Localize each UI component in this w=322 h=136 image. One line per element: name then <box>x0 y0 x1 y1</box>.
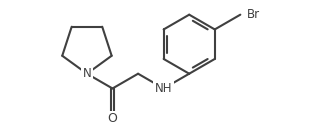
Text: NH: NH <box>155 82 172 95</box>
Text: N: N <box>82 67 91 80</box>
Text: O: O <box>108 112 118 126</box>
Text: Br: Br <box>247 8 260 21</box>
